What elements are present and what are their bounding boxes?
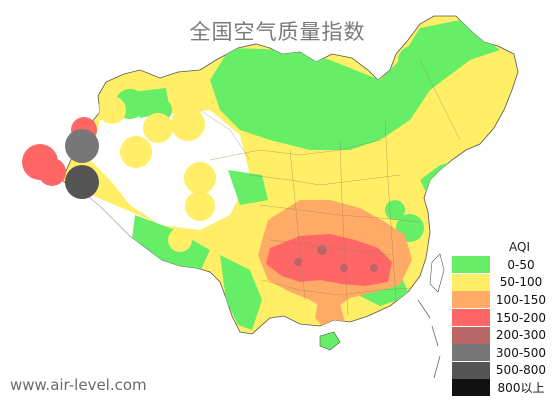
watermark: www.air-level.com [10, 376, 147, 394]
legend-swatch [452, 309, 490, 327]
legend-label: 0-50 [507, 257, 535, 272]
legend: AQI 0-50 50-100 100-150 150-200 200-300 … [452, 238, 552, 397]
taiwan-island [429, 253, 445, 293]
aqi-zone-moderate-spots [98, 96, 216, 252]
legend-swatch [452, 379, 490, 397]
legend-swatch [452, 256, 490, 274]
legend-label: 200-300 [495, 328, 547, 343]
aqi-zone-very-unhealthy [294, 245, 378, 272]
legend-swatch [452, 344, 490, 362]
legend-label: 150-200 [495, 310, 547, 325]
legend-label: 50-100 [499, 275, 543, 290]
legend-item-7: 800以上 [452, 379, 552, 397]
nine-dash-line [417, 299, 441, 379]
hainan-island [319, 331, 341, 351]
legend-label: 500-800 [495, 363, 547, 378]
province-borders [199, 59, 461, 316]
legend-label: 800以上 [497, 381, 545, 396]
legend-item-1: 50-100 [452, 273, 552, 292]
legend-swatch [452, 326, 490, 344]
legend-title: AQI [509, 240, 530, 254]
aqi-zone-unhealthy [266, 234, 392, 286]
legend-item-2: 100-150 [452, 291, 552, 309]
legend-label: 100-150 [495, 292, 547, 307]
legend-item-3: 150-200 [452, 309, 552, 327]
legend-item-6: 500-800 [452, 361, 552, 380]
legend-item-5: 300-500 [452, 344, 552, 362]
legend-label: 300-500 [495, 345, 547, 360]
legend-swatch [452, 291, 490, 309]
legend-swatch [452, 361, 490, 379]
legend-item-4: 200-300 [452, 326, 552, 344]
aqi-zone-west [22, 117, 99, 199]
map-title: 全国空气质量指数 [189, 20, 366, 44]
legend-item-0: 0-50 [452, 256, 552, 274]
legend-swatch [452, 273, 490, 291]
